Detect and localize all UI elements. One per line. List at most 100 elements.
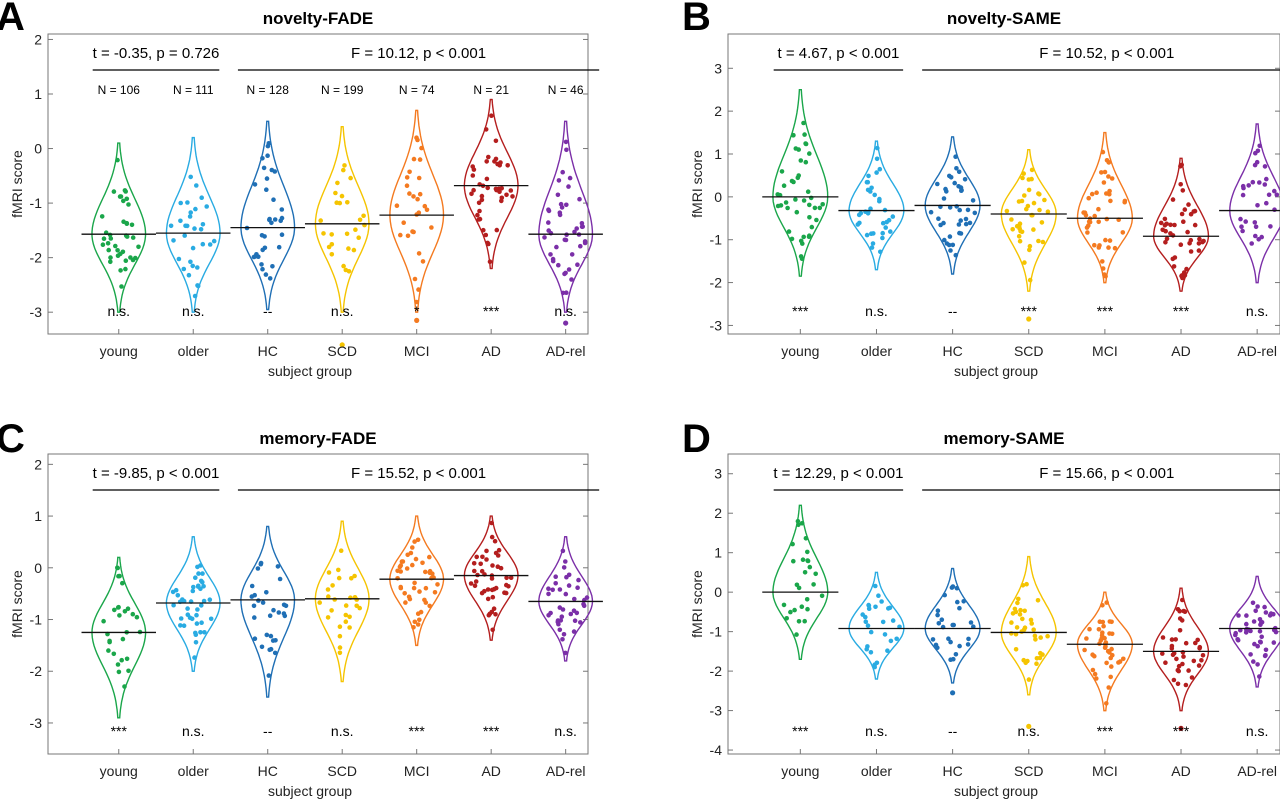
data-point xyxy=(805,189,811,194)
data-point xyxy=(1168,231,1173,236)
data-point xyxy=(1099,170,1104,175)
data-point xyxy=(798,158,804,163)
data-point xyxy=(546,591,551,597)
data-point xyxy=(1084,636,1089,641)
data-point xyxy=(872,664,877,670)
data-point xyxy=(410,545,415,550)
data-point xyxy=(412,580,417,586)
data-point xyxy=(116,669,122,675)
data-point xyxy=(1263,647,1269,653)
data-point xyxy=(190,588,196,594)
data-point xyxy=(873,583,878,589)
data-point xyxy=(263,272,269,277)
data-point xyxy=(1027,277,1033,283)
significance-label: *** xyxy=(483,723,500,739)
data-point xyxy=(559,205,565,210)
data-point xyxy=(484,548,489,554)
x-tick-label: SCD xyxy=(1014,343,1044,359)
data-point xyxy=(191,584,196,590)
outlier-point xyxy=(563,320,569,326)
violin-mci xyxy=(1066,591,1143,712)
violin-ad xyxy=(1142,157,1220,292)
data-point xyxy=(420,259,426,264)
data-point xyxy=(200,222,206,227)
data-point xyxy=(336,567,341,573)
data-point xyxy=(198,227,204,232)
significance-label: *** xyxy=(111,723,128,739)
data-point xyxy=(493,186,499,192)
data-point xyxy=(121,198,126,204)
data-point xyxy=(489,576,495,581)
significance-label: n.s. xyxy=(1246,723,1269,739)
significance-label: *** xyxy=(1097,303,1114,319)
data-point xyxy=(1101,623,1106,629)
data-point xyxy=(1196,663,1202,668)
data-point xyxy=(1024,581,1029,587)
data-point xyxy=(559,614,565,619)
data-point xyxy=(561,565,567,570)
data-point xyxy=(866,603,872,608)
violin-outline xyxy=(314,125,370,313)
data-point xyxy=(1096,206,1101,212)
data-point xyxy=(1252,162,1258,168)
data-point xyxy=(403,600,408,605)
data-point xyxy=(281,611,287,616)
x-tick-label: young xyxy=(781,343,819,359)
data-point xyxy=(486,241,491,247)
data-point xyxy=(1201,238,1206,244)
data-point xyxy=(1177,616,1183,621)
data-point xyxy=(1253,608,1258,614)
data-point xyxy=(956,222,962,227)
data-point xyxy=(1180,661,1185,667)
data-point xyxy=(181,623,187,628)
data-point xyxy=(856,212,862,218)
data-point xyxy=(120,636,126,642)
data-point xyxy=(492,538,498,544)
data-point xyxy=(965,207,971,213)
data-point xyxy=(251,603,257,609)
data-point xyxy=(793,197,798,202)
data-point xyxy=(939,617,945,622)
data-point xyxy=(958,231,964,236)
data-point xyxy=(477,216,483,222)
data-point xyxy=(803,159,809,165)
data-point xyxy=(1251,659,1256,664)
data-point xyxy=(1021,171,1026,176)
data-point xyxy=(1103,273,1108,279)
violin-outline xyxy=(924,136,981,275)
data-point xyxy=(506,584,511,589)
data-point xyxy=(1180,188,1186,193)
significance-label: n.s. xyxy=(554,303,577,319)
sample-size-label: N = 106 xyxy=(98,83,141,97)
data-point xyxy=(489,113,494,118)
data-point xyxy=(1022,260,1027,265)
data-point xyxy=(791,179,796,185)
data-point xyxy=(484,557,489,562)
data-point xyxy=(967,220,973,226)
data-point xyxy=(888,638,894,644)
data-point xyxy=(801,120,806,126)
data-point xyxy=(1017,238,1023,244)
data-point xyxy=(1163,660,1168,665)
data-point xyxy=(1181,608,1186,614)
data-point xyxy=(182,233,187,238)
data-point xyxy=(1102,169,1108,175)
y-tick-label: -3 xyxy=(710,317,723,333)
data-point xyxy=(1090,652,1095,657)
data-point xyxy=(1015,600,1020,606)
data-point xyxy=(264,590,269,595)
data-point xyxy=(1178,242,1184,247)
data-point xyxy=(493,138,499,144)
significance-label: n.s. xyxy=(107,303,130,319)
data-point xyxy=(471,167,477,172)
data-point xyxy=(1045,209,1051,214)
violin-outline xyxy=(1229,575,1280,688)
data-point xyxy=(272,217,278,222)
data-point xyxy=(1182,207,1188,212)
data-point xyxy=(361,213,366,219)
data-point xyxy=(503,590,509,596)
data-point xyxy=(260,266,265,272)
data-point xyxy=(130,611,136,617)
data-point xyxy=(416,175,422,181)
data-point xyxy=(193,575,198,580)
